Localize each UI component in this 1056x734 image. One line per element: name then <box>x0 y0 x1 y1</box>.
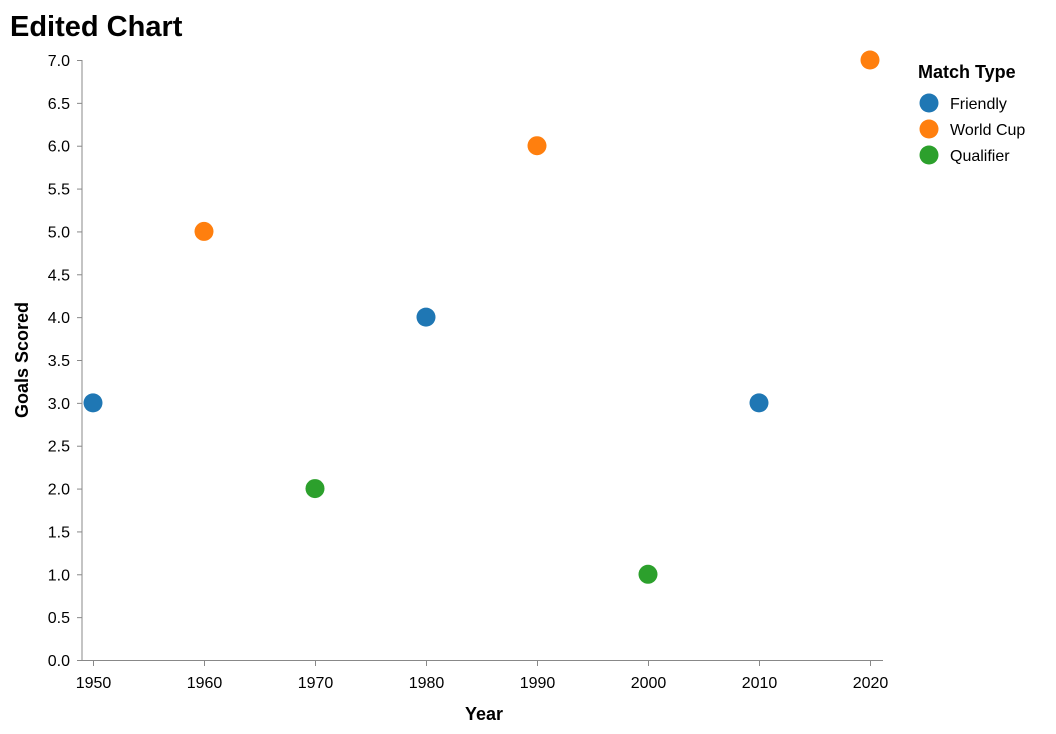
y-tick-label: 6.5 <box>48 96 70 113</box>
y-axis: 0.0 0.5 1.0 1.5 2.0 2.5 3.0 3.5 4.0 4.5 5.0 5.5 6.0 6… <box>48 53 83 670</box>
x-axis-title: Year <box>465 704 503 724</box>
x-tick-label: 2000 <box>631 675 667 692</box>
data-point-friendly <box>416 307 436 327</box>
legend-entries: Friendly World Cup Qualifier <box>919 93 1025 165</box>
legend-label: Qualifier <box>950 148 1010 165</box>
data-point-world-cup <box>860 50 880 70</box>
y-tick-label: 3.0 <box>48 396 70 413</box>
y-tick-label: 0.5 <box>48 610 70 627</box>
legend-symbol <box>919 145 939 165</box>
x-axis: 1950 1960 1970 1980 1990 2000 2010 2020 <box>76 660 889 692</box>
y-tick-label: 7.0 <box>48 53 70 70</box>
data-point-friendly <box>83 393 103 413</box>
y-tick-label: 0.0 <box>48 653 70 670</box>
y-tick-label: 1.0 <box>48 567 70 584</box>
y-tick-label: 5.0 <box>48 224 70 241</box>
x-tick-label: 1960 <box>187 675 223 692</box>
y-tick-label: 4.5 <box>48 267 70 284</box>
legend-symbol <box>919 93 939 113</box>
data-point-world-cup <box>194 221 214 241</box>
chart-title: Edited Chart <box>10 11 183 43</box>
data-point-qualifier <box>305 479 325 499</box>
x-tick-label: 1990 <box>520 675 556 692</box>
x-tick-label: 1970 <box>298 675 334 692</box>
legend-label: Friendly <box>950 96 1007 113</box>
y-axis-title: Goals Scored <box>12 302 32 418</box>
legend-symbol <box>919 119 939 139</box>
x-tick-label: 1980 <box>409 675 445 692</box>
data-points <box>83 50 880 584</box>
y-tick-label: 1.5 <box>48 524 70 541</box>
legend: Match Type Friendly World Cup Qualifier <box>918 62 1025 165</box>
y-tick-label: 2.0 <box>48 482 70 499</box>
data-point-world-cup <box>527 136 547 156</box>
x-tick-label: 2010 <box>742 675 778 692</box>
legend-label: World Cup <box>950 122 1025 139</box>
y-tick-label: 5.5 <box>48 182 70 199</box>
x-tick-label: 1950 <box>76 675 112 692</box>
data-point-friendly <box>749 393 769 413</box>
y-tick-label: 4.0 <box>48 310 70 327</box>
y-tick-label: 6.0 <box>48 139 70 156</box>
data-point-qualifier <box>638 564 658 584</box>
legend-title: Match Type <box>918 62 1016 82</box>
y-tick-label: 3.5 <box>48 353 70 370</box>
x-tick-label: 2020 <box>853 675 889 692</box>
y-tick-label: 2.5 <box>48 439 70 456</box>
